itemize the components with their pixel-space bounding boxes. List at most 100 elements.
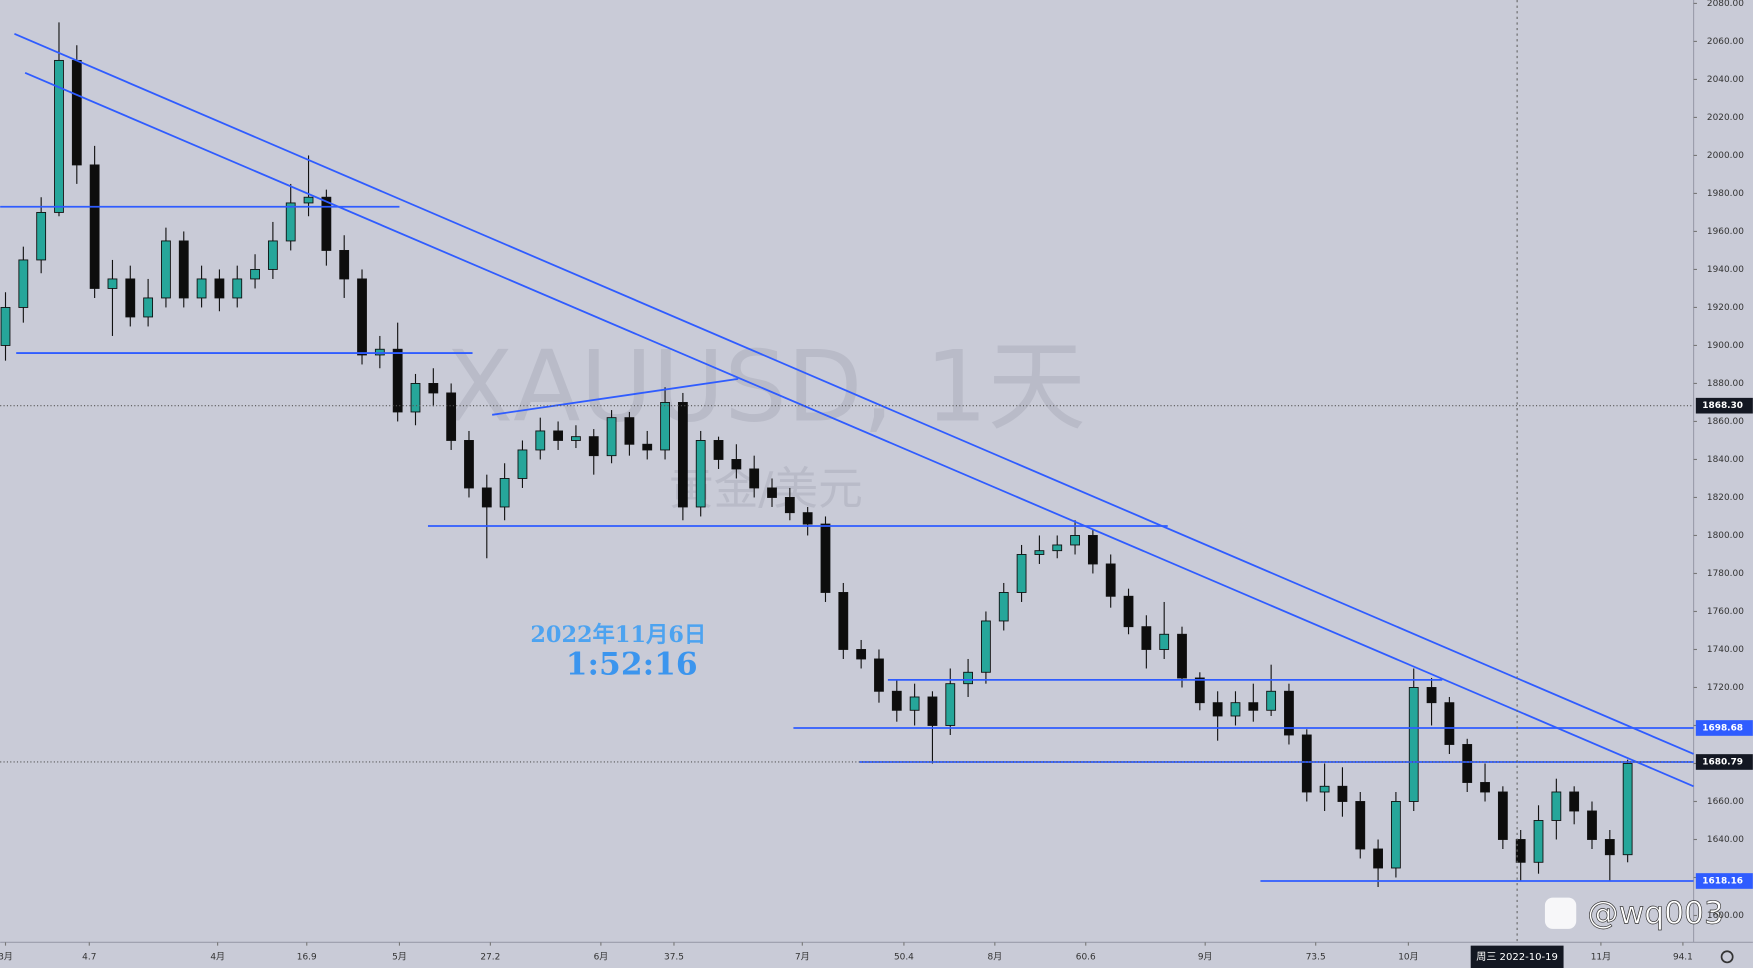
x-tick-label: 8月 xyxy=(988,951,1003,962)
candle-body xyxy=(89,164,100,289)
x-tick-label: 27.2 xyxy=(480,952,500,962)
candle-body xyxy=(196,278,207,299)
x-tick-label: 9月 xyxy=(1198,951,1213,962)
candle-body xyxy=(18,259,29,308)
candle-body xyxy=(0,306,11,346)
settings-icon[interactable] xyxy=(1720,950,1734,964)
y-tick-label: 1660.00 xyxy=(1707,797,1744,807)
candle-body xyxy=(1408,687,1419,802)
x-tick-label: 5月 xyxy=(392,951,407,962)
candle-body xyxy=(553,430,564,441)
candle-body xyxy=(1391,801,1401,869)
candle-body xyxy=(54,59,64,213)
candle-body xyxy=(1052,544,1063,552)
x-tick-label: 7月 xyxy=(795,951,810,962)
price-label-box xyxy=(1695,720,1753,736)
candle-body xyxy=(588,436,599,457)
x-tick-label: 60.6 xyxy=(1076,952,1096,962)
candle-body xyxy=(1569,791,1580,812)
candle-body xyxy=(1533,820,1544,863)
x-tick-label: 4.7 xyxy=(82,952,96,962)
y-tick-label: 2060.00 xyxy=(1707,37,1744,47)
candle-body xyxy=(856,649,867,660)
price-label-box xyxy=(1695,873,1753,889)
x-tick-label: 73.5 xyxy=(1306,952,1326,962)
candle-body xyxy=(71,59,82,166)
y-tick-label: 1900.00 xyxy=(1707,341,1744,351)
candle-body xyxy=(927,696,938,726)
candle-body xyxy=(838,592,849,650)
candle-body xyxy=(731,459,742,470)
candle-body xyxy=(1194,677,1205,704)
x-tick-label: 37.5 xyxy=(664,952,684,962)
candle-body xyxy=(749,468,760,489)
candle-body xyxy=(321,196,332,251)
credit-icon xyxy=(1544,897,1577,929)
trend-line xyxy=(24,71,1694,788)
y-tick-label: 1860.00 xyxy=(1707,417,1744,427)
y-tick-label: 1940.00 xyxy=(1707,265,1744,275)
candle-body xyxy=(1604,839,1615,856)
y-tick-label: 2020.00 xyxy=(1707,113,1744,123)
candle-body xyxy=(374,348,385,356)
y-tick-label: 1980.00 xyxy=(1707,189,1744,199)
y-tick-label: 2000.00 xyxy=(1707,151,1744,161)
candle-body xyxy=(998,592,1009,622)
x-tick-label: 11月 xyxy=(1591,951,1611,962)
y-tick-label: 1780.00 xyxy=(1707,569,1744,579)
candle-body xyxy=(784,497,795,514)
x-tick-label: 50.4 xyxy=(894,952,914,962)
candle-body xyxy=(624,417,635,445)
candle-body xyxy=(1087,535,1098,565)
annotation-time: 1:52:16 xyxy=(566,647,698,683)
candle-body xyxy=(392,348,403,413)
y-tick-label: 1820.00 xyxy=(1707,493,1744,503)
candle-body xyxy=(677,402,688,508)
x-tick-label: 10月 xyxy=(1398,951,1418,962)
candle-body xyxy=(909,696,920,711)
candle-body xyxy=(339,249,350,280)
candle-body xyxy=(303,196,314,204)
candle-body xyxy=(1337,785,1348,802)
candle-body xyxy=(178,240,189,299)
y-tick-label: 1960.00 xyxy=(1707,227,1744,237)
candle-body xyxy=(357,278,367,356)
candle-body xyxy=(1034,550,1045,555)
candle-body xyxy=(767,487,777,498)
candle-body xyxy=(1141,626,1152,650)
candle-body xyxy=(481,487,492,508)
y-tick-label: 1720.00 xyxy=(1707,683,1744,693)
price-label: 1698.68 xyxy=(1702,723,1743,733)
watermark: XAUUSD, 1天 xyxy=(446,330,1086,444)
candle-body xyxy=(1587,810,1597,840)
candle-body xyxy=(410,383,421,413)
candle-body xyxy=(232,278,243,299)
candle-body xyxy=(1319,785,1330,793)
candle-body xyxy=(1480,782,1490,793)
y-tick-label: 1800.00 xyxy=(1707,531,1744,541)
candle-body xyxy=(606,417,617,457)
candle-body xyxy=(1212,702,1223,717)
annotation-date: 2022年11月6日 xyxy=(530,621,706,648)
price-label: 1618.16 xyxy=(1702,876,1743,886)
x-tick-label: 3月 xyxy=(0,951,13,962)
candle-body xyxy=(36,211,47,261)
candle-body xyxy=(267,240,278,270)
y-tick-label: 1760.00 xyxy=(1707,607,1744,617)
candle-body xyxy=(571,436,581,441)
candle-body xyxy=(125,278,136,318)
x-tick-label: 94.1 xyxy=(1673,952,1693,962)
candle-body xyxy=(1123,595,1134,628)
candle-body xyxy=(1266,690,1277,711)
candle-body xyxy=(214,278,225,299)
candle-body xyxy=(1426,687,1437,704)
candle-body xyxy=(981,620,991,673)
x-tick-label: 16.9 xyxy=(297,952,317,962)
candle-body xyxy=(1177,633,1187,679)
crosshair-x-box xyxy=(1470,945,1564,968)
candle-body xyxy=(1230,702,1241,717)
candle-body xyxy=(1070,535,1080,546)
candle-body xyxy=(1462,744,1473,783)
candle-body xyxy=(161,240,171,299)
